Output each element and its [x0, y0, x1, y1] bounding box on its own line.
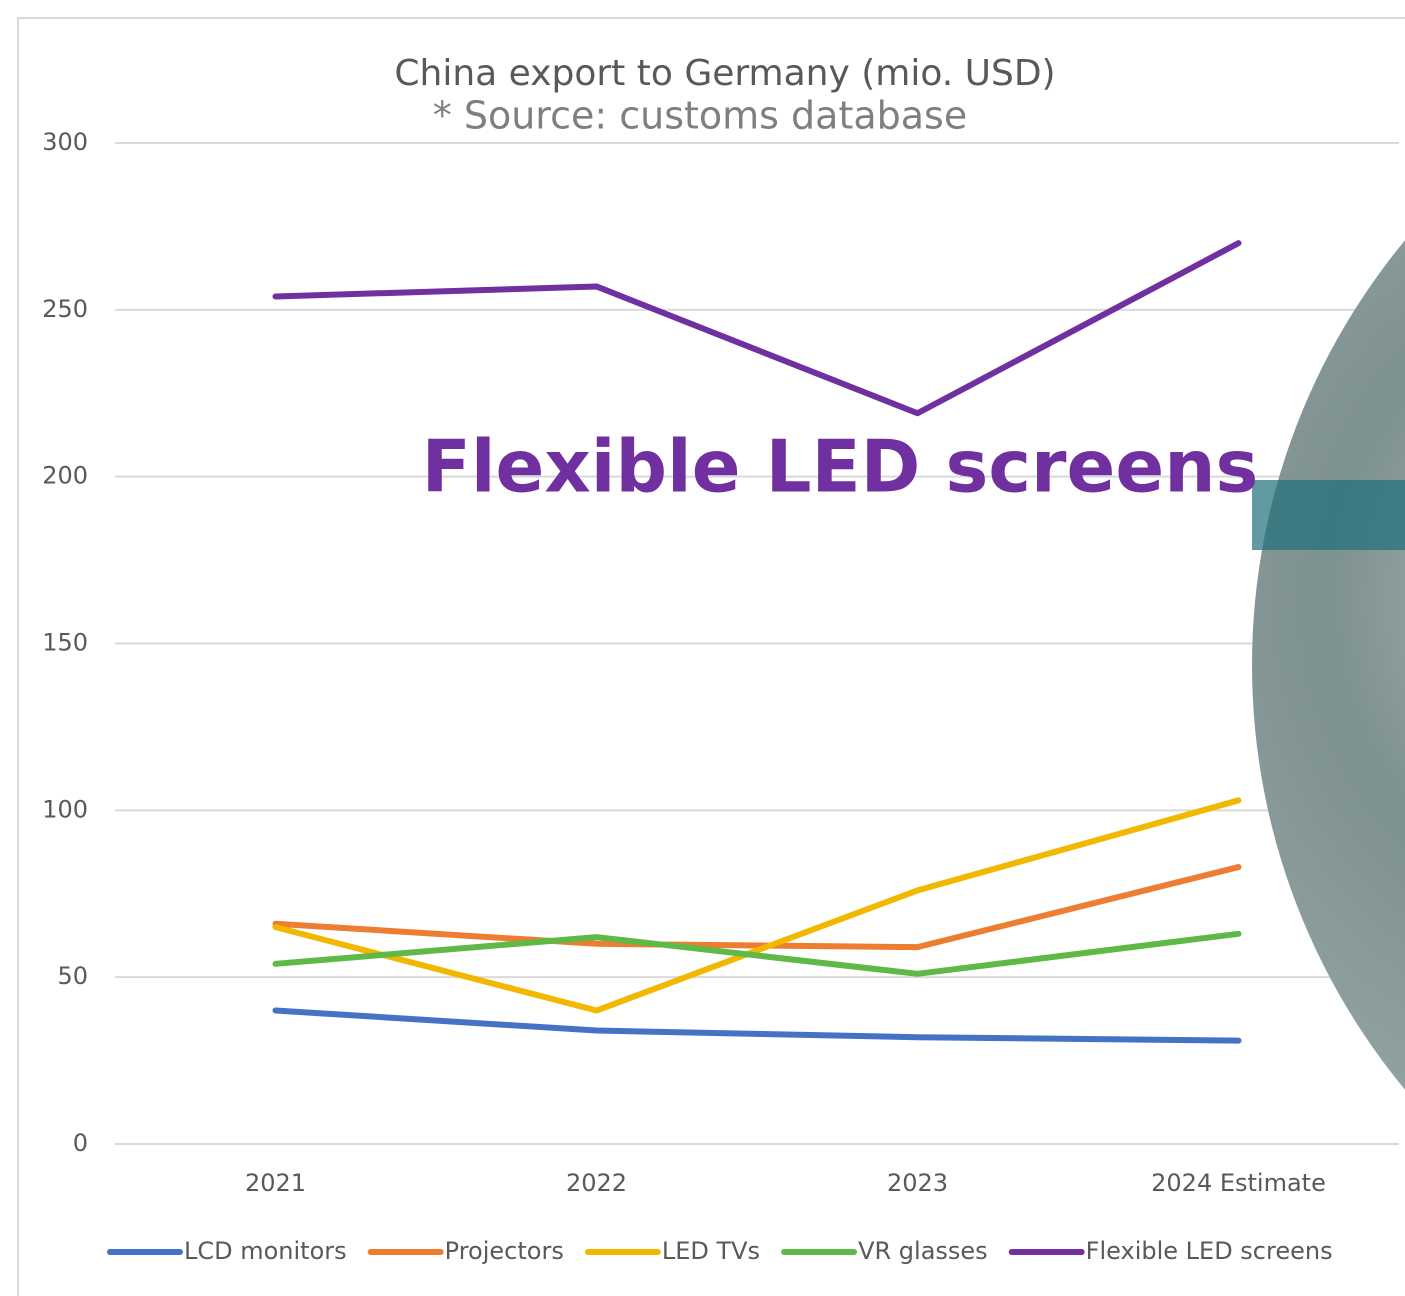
annotation: Flexible LED screens: [422, 425, 1259, 509]
legend-label: LCD monitors: [184, 1237, 347, 1265]
x-tick-label: 2021: [245, 1169, 306, 1197]
legend-label: VR glasses: [858, 1237, 988, 1265]
y-tick-label: 100: [42, 795, 88, 823]
series-line: [272, 240, 1242, 417]
x-tick-label: 2024 Estimate: [1151, 1169, 1326, 1197]
x-tick-label: 2023: [887, 1169, 948, 1197]
series-line: [272, 864, 1242, 951]
legend-label: LED TVs: [662, 1237, 760, 1265]
chart-frame: [17, 17, 1405, 1296]
chart-subtitle: * Source: customs database: [433, 94, 967, 138]
series-line: [272, 1007, 1242, 1044]
decorative-stripe: [1252, 480, 1405, 550]
y-tick-label: 50: [57, 962, 88, 990]
x-tick-label: 2022: [566, 1169, 627, 1197]
y-tick-label: 150: [42, 629, 88, 657]
y-tick-label: 200: [42, 462, 88, 490]
series-line: [272, 797, 1242, 1014]
y-tick-label: 250: [42, 295, 88, 323]
chart-title: China export to Germany (mio. USD): [394, 53, 1055, 94]
y-tick-label: 0: [73, 1129, 88, 1157]
legend-label: Flexible LED screens: [1086, 1237, 1333, 1265]
decorative-image: [1252, 240, 1405, 1090]
legend-label: Projectors: [445, 1237, 564, 1265]
y-tick-label: 300: [42, 128, 88, 156]
series-line: [272, 930, 1242, 977]
